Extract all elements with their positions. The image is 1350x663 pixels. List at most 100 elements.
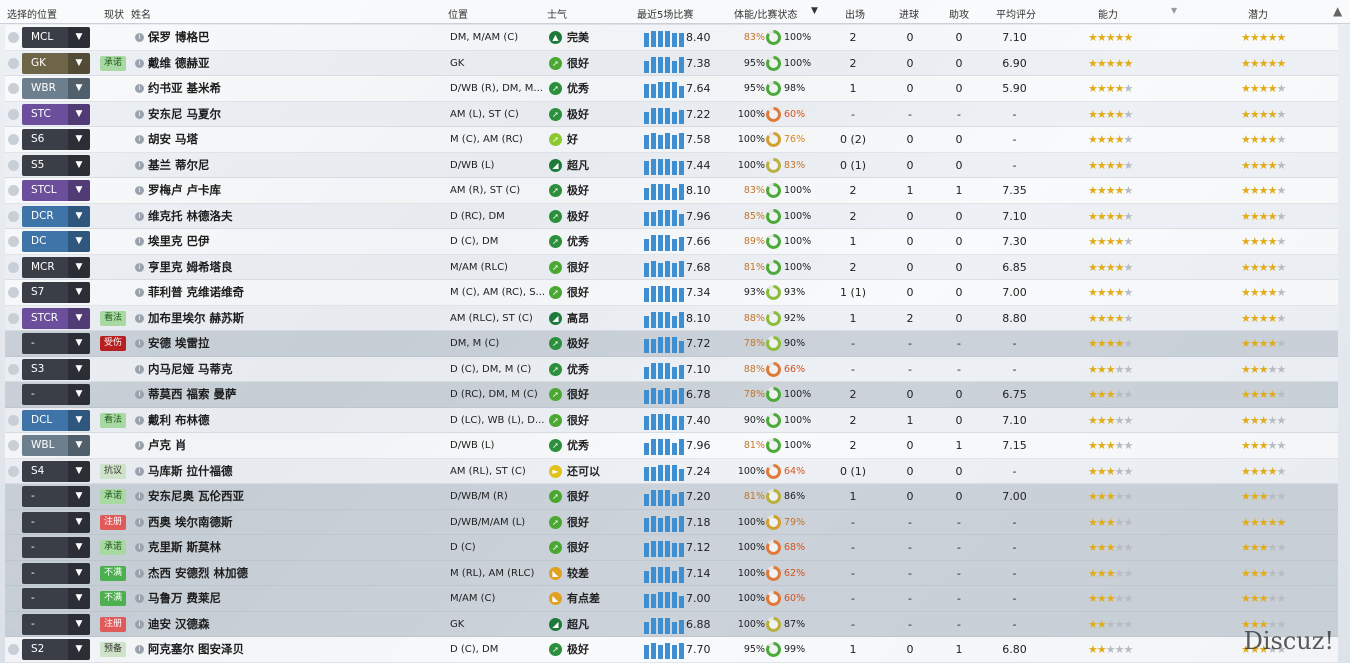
- player-name[interactable]: 埃里克 巴伊: [148, 234, 210, 248]
- player-name[interactable]: 安东尼奥 瓦伦西亚: [148, 489, 245, 503]
- chevron-down-icon[interactable]: ▼: [68, 78, 90, 99]
- select-checkbox[interactable]: [8, 644, 19, 655]
- position-dropdown[interactable]: - ▼: [22, 486, 90, 507]
- table-row[interactable]: - ▼ 不满 i 马鲁万 费莱尼 M/AM (C) ◣ 有点差 7.00 100%…: [5, 586, 1338, 612]
- player-name[interactable]: 西奥 埃尔南德斯: [148, 514, 233, 529]
- table-row[interactable]: S5 ▼ i 基兰 蒂尔尼 D/WB (L) ◢ 超凡 7.44 100% 83%…: [5, 152, 1338, 178]
- chevron-down-icon[interactable]: ▼: [68, 588, 90, 609]
- col-position[interactable]: 位置: [448, 10, 468, 21]
- player-name[interactable]: 保罗 博格巴: [148, 30, 210, 44]
- player-name[interactable]: 基兰 蒂尔尼: [148, 157, 210, 172]
- player-name[interactable]: 胡安 马塔: [148, 132, 199, 146]
- select-checkbox[interactable]: [8, 618, 19, 630]
- chevron-down-icon[interactable]: ▼: [68, 384, 90, 405]
- info-icon[interactable]: i: [135, 364, 144, 374]
- select-checkbox[interactable]: [8, 57, 19, 69]
- select-checkbox[interactable]: [8, 414, 19, 426]
- col-potential[interactable]: 潜力: [1248, 10, 1268, 21]
- info-icon[interactable]: i: [135, 237, 144, 246]
- chevron-down-icon[interactable]: ▼: [68, 537, 90, 558]
- player-name[interactable]: 加布里埃尔 赫苏斯: [148, 310, 245, 325]
- position-dropdown[interactable]: - ▼: [22, 333, 90, 354]
- status-badge[interactable]: 注册: [100, 514, 126, 530]
- select-checkbox[interactable]: [8, 236, 19, 247]
- chevron-down-icon[interactable]: ▼: [68, 333, 90, 354]
- player-name[interactable]: 戴利 布林德: [148, 412, 210, 427]
- chevron-down-icon[interactable]: ▼: [68, 27, 90, 48]
- table-row[interactable]: - ▼ 注册 i 迪安 汉德森 GK ◢ 超凡 6.88 100% 87% - -…: [5, 611, 1338, 637]
- chevron-down-icon[interactable]: ▼: [68, 231, 90, 252]
- position-dropdown[interactable]: DC ▼: [22, 231, 90, 252]
- chevron-down-icon[interactable]: ▼: [68, 486, 90, 507]
- select-checkbox[interactable]: [8, 491, 19, 502]
- select-checkbox[interactable]: [8, 159, 19, 171]
- chevron-down-icon[interactable]: ▼: [68, 282, 90, 303]
- status-badge[interactable]: 预备: [100, 642, 126, 657]
- info-icon[interactable]: i: [135, 211, 144, 221]
- position-dropdown[interactable]: S2 ▼: [22, 639, 90, 660]
- select-checkbox[interactable]: [8, 32, 19, 43]
- col-avg-rating[interactable]: 平均评分: [996, 10, 1036, 21]
- info-icon[interactable]: i: [135, 568, 144, 578]
- select-checkbox[interactable]: [8, 338, 19, 349]
- position-dropdown[interactable]: S7 ▼: [22, 282, 90, 303]
- table-row[interactable]: S7 ▼ i 菲利普 克维诺维奇 M (C), AM (RC), S... ➚ 很…: [5, 280, 1338, 306]
- table-row[interactable]: DCR ▼ i 维克托 林德洛夫 D (RC), DM ➚ 极好 7.96 85%…: [5, 203, 1338, 229]
- position-dropdown[interactable]: MCR ▼: [22, 256, 90, 278]
- chevron-down-icon[interactable]: ▼: [68, 129, 90, 150]
- status-badge[interactable]: 注册: [100, 616, 126, 632]
- chevron-down-icon[interactable]: ▼: [68, 103, 90, 125]
- col-morale[interactable]: 士气: [547, 10, 567, 21]
- position-dropdown[interactable]: DCL ▼: [22, 409, 90, 431]
- position-dropdown[interactable]: - ▼: [22, 562, 90, 584]
- info-icon[interactable]: i: [135, 262, 144, 272]
- chevron-down-icon[interactable]: ▼: [68, 307, 90, 329]
- position-dropdown[interactable]: - ▼: [22, 613, 90, 635]
- position-dropdown[interactable]: WBL ▼: [22, 435, 90, 456]
- table-row[interactable]: STCL ▼ i 罗梅卢 卢卡库 AM (R), ST (C) ➚ 极好 8.10…: [5, 178, 1338, 204]
- status-badge[interactable]: 承诺: [100, 489, 126, 504]
- table-row[interactable]: - ▼ 注册 i 西奥 埃尔南德斯 D/WB/M/AM (L) ➚ 很好 7.18…: [5, 509, 1338, 535]
- player-name[interactable]: 罗梅卢 卢卡库: [148, 183, 222, 197]
- table-row[interactable]: S3 ▼ i 内马尼娅 马蒂克 D (C), DM, M (C) ➚ 优秀 7.1…: [5, 356, 1338, 382]
- select-checkbox[interactable]: [8, 261, 19, 273]
- col-last5[interactable]: 最近5场比赛: [637, 10, 694, 21]
- sort-chevron-icon[interactable]: ▼: [811, 6, 818, 16]
- info-icon[interactable]: i: [135, 543, 144, 552]
- info-icon[interactable]: i: [135, 492, 144, 501]
- player-name[interactable]: 蒂莫西 福索 曼萨: [148, 387, 237, 401]
- position-dropdown[interactable]: S4 ▼: [22, 460, 90, 482]
- select-checkbox[interactable]: [8, 363, 19, 375]
- chevron-down-icon[interactable]: ▼: [68, 205, 90, 227]
- table-row[interactable]: DCL ▼ 看法 i 戴利 布林德 D (LC), WB (L), D... ➚ …: [5, 407, 1338, 433]
- table-row[interactable]: WBR ▼ i 约书亚 基米希 D/WB (R), DM, M... ➚ 优秀 7…: [5, 76, 1338, 102]
- col-apps[interactable]: 出场: [845, 10, 865, 21]
- position-dropdown[interactable]: DCR ▼: [22, 205, 90, 227]
- info-icon[interactable]: i: [135, 84, 144, 93]
- table-row[interactable]: MCR ▼ i 亨里克 姆希塔良 M/AM (RLC) ➚ 很好 7.68 81%…: [5, 254, 1338, 280]
- status-badge[interactable]: 抗议: [100, 463, 126, 479]
- info-icon[interactable]: i: [135, 339, 144, 348]
- col-status[interactable]: 现状: [104, 10, 124, 21]
- chevron-down-icon[interactable]: ▼: [68, 154, 90, 176]
- select-checkbox[interactable]: [8, 185, 19, 196]
- position-dropdown[interactable]: S5 ▼: [22, 154, 90, 176]
- position-dropdown[interactable]: S3 ▼: [22, 358, 90, 380]
- position-dropdown[interactable]: - ▼: [22, 511, 90, 533]
- player-name[interactable]: 迪安 汉德森: [148, 616, 210, 631]
- table-row[interactable]: - ▼ 承诺 i 克里斯 斯莫林 D (C) ➚ 很好 7.12 100% 68%…: [5, 535, 1338, 561]
- table-row[interactable]: GK ▼ 承诺 i 戴维 德赫亚 GK ➚ 很好 7.38 95% 100% 2 …: [5, 50, 1338, 76]
- player-name[interactable]: 约书亚 基米希: [148, 81, 222, 95]
- chevron-down-icon[interactable]: ▼: [68, 639, 90, 660]
- player-name[interactable]: 马库斯 拉什福德: [148, 463, 233, 478]
- info-icon[interactable]: i: [135, 160, 144, 170]
- chevron-down-icon[interactable]: ▼: [68, 358, 90, 380]
- player-name[interactable]: 安德 埃雷拉: [148, 336, 210, 350]
- chevron-down-icon[interactable]: ▼: [68, 180, 90, 201]
- info-icon[interactable]: i: [135, 415, 144, 425]
- select-checkbox[interactable]: [8, 542, 19, 553]
- table-row[interactable]: S6 ▼ i 胡安 马塔 M (C), AM (RC) ➚ 好 7.58 100%…: [5, 127, 1338, 153]
- chevron-down-icon[interactable]: ▼: [68, 256, 90, 278]
- select-checkbox[interactable]: [8, 593, 19, 604]
- chevron-down-icon[interactable]: ▼: [68, 460, 90, 482]
